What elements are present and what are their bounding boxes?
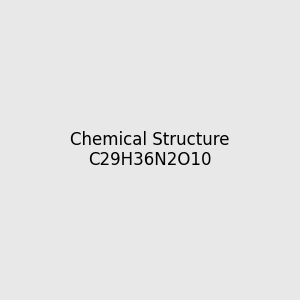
Text: Chemical Structure
C29H36N2O10: Chemical Structure C29H36N2O10	[70, 130, 230, 170]
